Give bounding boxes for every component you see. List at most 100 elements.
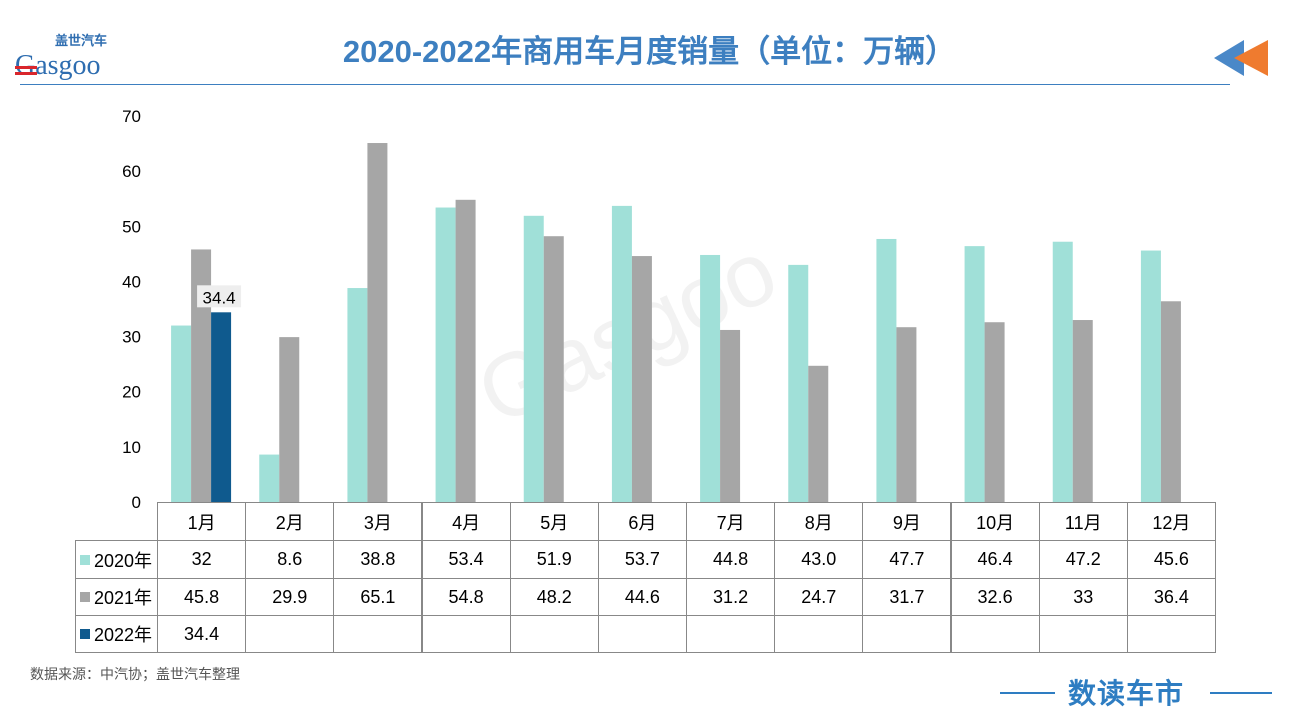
legend-2021年: 2021年 [75,578,158,616]
x-tick-label: 2月 [245,502,335,541]
table-value: 31.7 [862,578,952,616]
table-value: 44.8 [686,540,776,579]
bar-2020年-12月 [1140,250,1161,502]
table-value [597,615,687,653]
arrow-back-icon [1214,40,1268,76]
table-value: 31.2 [686,578,776,616]
table-value: 53.7 [597,540,687,579]
table-value: 47.2 [1038,540,1128,579]
page-title: 2020-2022年商用车月度销量（单位：万辆） [342,34,957,69]
table-value: 44.6 [597,578,687,616]
y-tick-label: 20 [122,383,141,402]
bar-2021年-6月 [631,256,652,502]
gasgoo-logo: 盖世汽车 Gasgoo [15,34,145,84]
table-value [245,615,335,653]
table-value: 51.9 [509,540,599,579]
table-value: 32.6 [950,578,1040,616]
table-value [774,615,864,653]
bar-2021年-11月 [1072,320,1093,502]
title-divider [20,84,1230,85]
bar-2020年-3月 [347,288,368,502]
brand-label: 数读车市 [1068,678,1185,709]
bar-2020年-9月 [876,238,897,502]
bar-2020年-11月 [1052,241,1073,502]
logo-subtext: 盖世汽车 [55,33,108,48]
bar-2020年-10月 [964,246,985,502]
legend-swatch [80,629,90,639]
table-value: 34.4 [157,615,247,653]
table-value: 43.0 [774,540,864,579]
table-value [1126,615,1216,653]
legend-swatch [80,592,90,602]
x-tick-label: 7月 [686,502,776,541]
table-value [686,615,776,653]
bar-2021年-3月 [367,143,388,502]
table-value: 47.7 [862,540,952,579]
table-value: 45.8 [157,578,247,616]
table-value [1038,615,1128,653]
x-tick-label: 12月 [1126,502,1216,541]
y-tick-label: 40 [122,272,141,291]
brand-line-right [1210,692,1272,694]
bar-2021年-10月 [984,322,1005,502]
bar-2021年-4月 [455,199,476,502]
legend-label: 2020年 [94,550,153,571]
table-value: 46.4 [950,540,1040,579]
bar-2021年-12月 [1160,301,1181,502]
bar-2020年-5月 [523,215,544,502]
x-tick-label: 11月 [1038,502,1128,541]
table-value: 48.2 [509,578,599,616]
legend-label: 2021年 [94,588,153,608]
x-tick-label: 3月 [333,502,423,541]
table-value: 29.9 [245,578,335,616]
x-tick-label: 1月 [157,502,247,541]
bar-2021年-7月 [720,329,741,502]
table-value [421,615,511,653]
x-tick-label: 10月 [950,502,1040,541]
table-value: 38.8 [333,540,423,579]
x-tick-label: 8月 [774,502,864,541]
x-tick-label: 4月 [421,502,511,541]
table-value: 36.4 [1126,578,1216,616]
table-value: 33 [1038,578,1128,616]
data-label: 34.4 [203,288,236,307]
y-tick-label: 10 [122,438,141,457]
bar-2021年-9月 [896,327,917,502]
table-value: 45.6 [1126,540,1216,579]
bar-2020年-4月 [435,207,456,502]
y-tick-label: 60 [122,162,141,181]
brand-line-left [1000,692,1055,694]
y-tick-label: 70 [122,107,141,126]
table-value [509,615,599,653]
legend-2022年: 2022年 [75,615,158,653]
x-tick-label: 5月 [509,502,599,541]
legend-2020年: 2020年 [75,540,158,579]
data-label-bg [197,285,242,308]
bar-2021年-8月 [808,365,829,502]
bar-2022年-1月 [211,312,232,502]
bar-2021年-5月 [543,236,564,502]
y-tick-label: 0 [132,493,141,512]
data-source: 数据来源：中汽协；盖世汽车整理 [30,666,240,682]
table-value [862,615,952,653]
bar-2020年-2月 [259,454,280,502]
legend-swatch [80,554,90,565]
legend-label: 2022年 [94,625,153,645]
y-tick-label: 50 [122,217,141,236]
x-tick-label: 6月 [597,502,687,541]
table-value [950,615,1040,653]
table-value: 65.1 [333,578,423,616]
table-value: 32 [157,540,247,579]
bar-2021年-1月 [191,249,212,502]
bar-2021年-2月 [279,337,300,502]
table-value [333,615,423,653]
table-value: 54.8 [421,578,511,616]
logo-text: Gasgoo [15,50,101,81]
bar-2020年-8月 [788,264,809,502]
table-value: 53.4 [421,540,511,579]
y-tick-label: 30 [122,328,141,347]
table-value: 24.7 [774,578,864,616]
x-tick-label: 9月 [862,502,952,541]
table-value: 8.6 [245,540,335,579]
